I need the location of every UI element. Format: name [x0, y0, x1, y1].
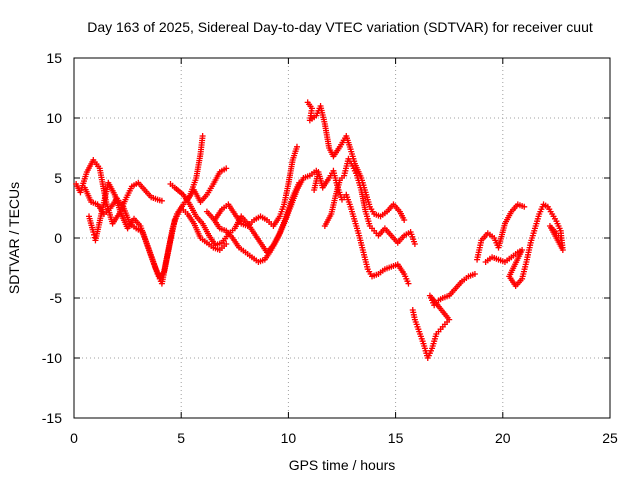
data-point — [199, 133, 206, 139]
x-tick-label: 10 — [281, 430, 297, 446]
y-tick-label: 5 — [54, 170, 62, 186]
y-tick-label: 15 — [46, 50, 62, 66]
x-tick-label: 25 — [602, 430, 618, 446]
marker-layer — [73, 99, 566, 361]
x-tick-label: 20 — [495, 430, 511, 446]
data-point — [471, 271, 478, 277]
y-axis-label: SDTVAR / TECUs — [6, 182, 22, 294]
data-point — [401, 217, 408, 223]
data-point — [405, 280, 412, 287]
y-tick-label: 0 — [54, 230, 62, 246]
tick-layer: 0 5 10 15 20 25 -15 -10 -5 0 5 10 15 — [42, 50, 618, 446]
y-tick-label: -10 — [42, 350, 62, 366]
x-tick-label: 0 — [70, 430, 78, 446]
x-tick-label: 5 — [177, 430, 185, 446]
chart-title: Day 163 of 2025, Sidereal Day-to-day VTE… — [87, 19, 593, 35]
data-point — [557, 235, 564, 241]
data-point — [158, 197, 165, 204]
y-tick-label: 10 — [46, 110, 62, 126]
y-tick-label: -15 — [42, 410, 62, 426]
data-point — [223, 241, 230, 247]
data-point — [411, 241, 418, 247]
data-point — [521, 203, 528, 210]
data-point — [293, 143, 300, 150]
y-tick-label: -5 — [50, 290, 63, 306]
x-tick-label: 15 — [388, 430, 404, 446]
data-point — [223, 165, 230, 172]
x-axis-label: GPS time / hours — [289, 457, 396, 473]
